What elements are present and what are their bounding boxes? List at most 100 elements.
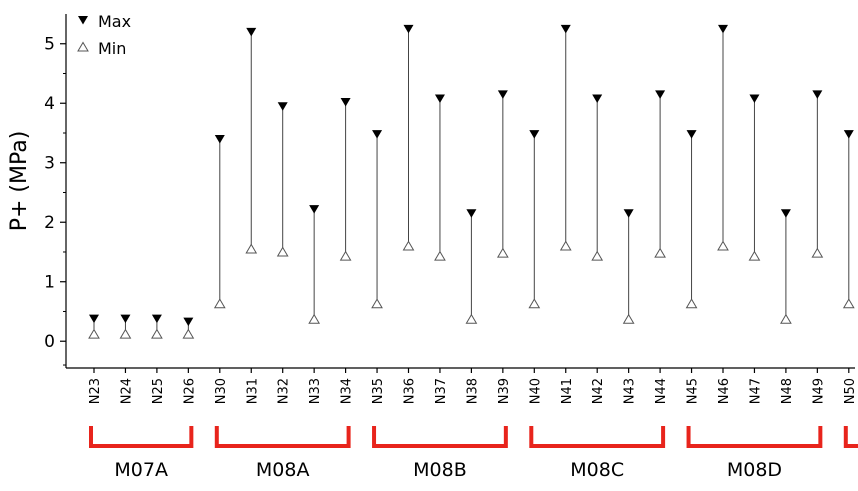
x-tick-label: N47 [748, 378, 763, 404]
min-marker [654, 247, 666, 258]
min-marker [119, 328, 132, 339]
max-marker [89, 314, 99, 324]
max-marker [340, 98, 351, 107]
min-marker [622, 313, 635, 324]
max-marker [623, 209, 634, 218]
x-tick-label: N26 [182, 378, 197, 404]
min-marker [528, 298, 541, 309]
x-tick-label: N25 [151, 378, 166, 404]
y-tick-label: 2 [44, 213, 55, 233]
x-tick-label: N42 [591, 378, 606, 404]
x-tick-label: N31 [245, 378, 260, 404]
x-tick-label: N33 [308, 378, 323, 404]
min-marker [780, 313, 792, 324]
x-tick-label: N40 [528, 378, 543, 404]
x-tick-label: N43 [623, 378, 638, 404]
min-marker [434, 250, 446, 261]
min-marker [717, 240, 729, 251]
x-tick-label: N30 [214, 378, 229, 404]
max-marker [718, 24, 728, 34]
min-marker [559, 240, 572, 251]
max-marker [151, 314, 162, 324]
group-brackets: M07AM08AM08BM08CM08DM08E [89, 426, 858, 481]
legend-max-label: Max [98, 12, 131, 31]
max-marker [466, 209, 477, 218]
x-tick-label: N45 [686, 378, 701, 404]
x-tick-label: N34 [340, 378, 355, 404]
max-marker [246, 27, 257, 37]
x-tick-label: N35 [371, 378, 386, 404]
max-marker [497, 90, 508, 99]
x-tick-label: N37 [434, 378, 449, 404]
legend-min-label: Min [98, 39, 126, 58]
min-marker [371, 298, 383, 309]
group-bracket [372, 426, 508, 448]
min-marker [685, 298, 698, 309]
y-ticks: 0 1 2 3 4 5 [44, 35, 66, 366]
max-marker [843, 130, 854, 139]
group-bracket [214, 426, 351, 448]
x-tick-label: N23 [88, 378, 103, 404]
min-marker [276, 246, 289, 257]
x-tick-labels: N23 N24 N25 N26 N30 N31 N32 N33 N34 N35 N36 N37 N38 N… [88, 368, 858, 404]
group-label: M08C [570, 459, 624, 481]
markers [88, 24, 855, 339]
min-marker [748, 250, 761, 261]
x-tick-label: N48 [780, 378, 795, 404]
legend-min-marker [77, 41, 89, 52]
min-marker [245, 243, 258, 254]
group-bracket [843, 426, 858, 448]
axes [65, 14, 855, 369]
max-marker [309, 205, 320, 214]
min-marker [213, 298, 226, 309]
group-label: M07A [114, 459, 168, 481]
y-tick-label: 5 [44, 35, 55, 55]
x-tick-label: N44 [654, 378, 669, 404]
x-tick-label: N32 [277, 378, 292, 404]
y-axis-label: P+ (MPa) [7, 131, 32, 232]
max-marker [120, 314, 131, 324]
group-bracket [529, 426, 666, 448]
min-marker [842, 298, 855, 309]
x-tick-label: N24 [119, 378, 134, 404]
max-marker [592, 94, 603, 103]
y-tick-label: 1 [44, 273, 55, 293]
y-tick-label: 4 [44, 94, 55, 114]
x-tick-label: N38 [465, 378, 480, 404]
max-marker [655, 90, 666, 99]
x-tick-label: N50 [843, 378, 858, 404]
min-marker [88, 328, 100, 339]
x-tick-label: N49 [811, 378, 826, 404]
legend-max-marker [78, 16, 88, 25]
max-marker [686, 130, 697, 139]
group-label: M08D [727, 459, 782, 481]
legend: Max Min [77, 12, 131, 58]
y-tick-label: 3 [44, 154, 55, 174]
range-lines [93, 28, 850, 335]
x-tick-label: N36 [403, 378, 418, 404]
group-bracket [686, 426, 823, 448]
max-marker [277, 102, 288, 111]
max-marker [183, 317, 194, 327]
y-tick-label: 0 [44, 332, 55, 352]
max-marker [749, 94, 760, 103]
min-marker [402, 240, 415, 251]
x-tick-label: N39 [497, 378, 512, 404]
min-marker [151, 328, 163, 339]
group-label: M08B [413, 459, 467, 481]
min-marker [308, 313, 321, 324]
min-marker [182, 328, 195, 339]
min-marker [811, 247, 824, 258]
x-tick-label: N41 [560, 378, 575, 404]
max-marker [780, 209, 791, 218]
min-marker [465, 313, 478, 324]
max-marker [529, 130, 540, 139]
max-marker [434, 94, 445, 103]
max-marker [560, 24, 571, 34]
max-marker [214, 134, 225, 144]
group-bracket [89, 426, 194, 448]
min-marker [591, 250, 604, 261]
group-label: M08A [256, 459, 310, 481]
max-marker [372, 130, 383, 139]
